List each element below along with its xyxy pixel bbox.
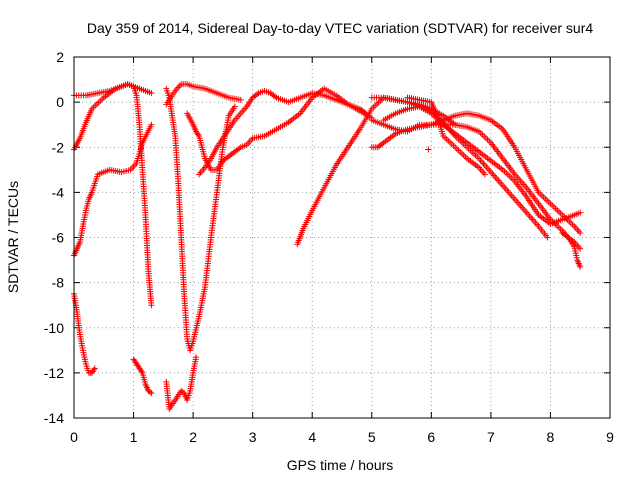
series-arc-10 <box>196 87 369 178</box>
data-point <box>148 121 155 128</box>
data-point <box>148 302 155 309</box>
y-tick-label: -10 <box>44 320 64 336</box>
data-point <box>379 140 386 147</box>
data-point <box>563 233 570 240</box>
data-point <box>544 234 551 241</box>
data-series <box>71 81 584 412</box>
y-tick-label: -8 <box>52 275 65 291</box>
data-point <box>577 245 584 252</box>
series-arc-15 <box>380 103 551 241</box>
series-arc-1 <box>71 81 155 309</box>
y-tick-label: -2 <box>52 139 65 155</box>
series-arc-2 <box>71 81 155 153</box>
data-point <box>577 263 584 270</box>
data-point <box>481 171 488 178</box>
x-tick-label: 4 <box>308 429 316 445</box>
series-arc-4 <box>71 290 98 376</box>
data-point <box>254 91 261 98</box>
series-arc-6 <box>163 354 200 412</box>
y-tick-label: -14 <box>44 410 64 426</box>
data-point <box>577 229 584 236</box>
x-tick-label: 8 <box>547 429 555 445</box>
x-tick-label: 7 <box>487 429 495 445</box>
data-point <box>236 145 243 152</box>
series-arc-12 <box>368 110 584 236</box>
data-point <box>193 354 200 361</box>
x-tick-label: 0 <box>70 429 78 445</box>
y-tick-label: 2 <box>56 49 64 65</box>
data-point <box>148 390 155 397</box>
data-point <box>237 96 244 103</box>
series-arc-16 <box>404 94 488 178</box>
chart-title: Day 359 of 2014, Sidereal Day-to-day VTE… <box>87 20 593 36</box>
series-arc-18 <box>425 146 432 153</box>
x-tick-label: 2 <box>189 429 197 445</box>
data-point <box>272 93 278 100</box>
data-point <box>148 90 155 97</box>
series-arc-17 <box>559 229 584 270</box>
y-axis-title: SDTVAR / TECUs <box>5 181 21 293</box>
data-point <box>577 209 584 216</box>
x-tick-label: 1 <box>130 429 138 445</box>
y-tick-labels: -14 -12 -10 -8 -6 -4 -2 0 2 <box>44 49 64 426</box>
x-tick-label: 3 <box>249 429 257 445</box>
series-arc-8 <box>163 85 238 354</box>
y-tick-label: -4 <box>52 184 65 200</box>
x-tick-labels: 0 1 2 3 4 5 6 7 8 9 <box>70 429 614 445</box>
x-axis-title: GPS time / hours <box>287 457 394 473</box>
data-point <box>425 146 432 153</box>
series-arc-5 <box>130 356 155 397</box>
x-tick-label: 6 <box>427 429 435 445</box>
y-tick-label: -6 <box>52 230 65 246</box>
series-arc-7 <box>163 81 244 108</box>
data-point <box>91 365 98 372</box>
data-point <box>361 109 368 116</box>
y-tick-label: -12 <box>44 365 64 381</box>
x-tick-label: 9 <box>606 429 614 445</box>
plot-frame <box>73 56 611 419</box>
x-tick-label: 5 <box>368 429 376 445</box>
data-point <box>231 103 238 110</box>
data-point <box>146 389 153 396</box>
y-tick-label: 0 <box>56 94 64 110</box>
